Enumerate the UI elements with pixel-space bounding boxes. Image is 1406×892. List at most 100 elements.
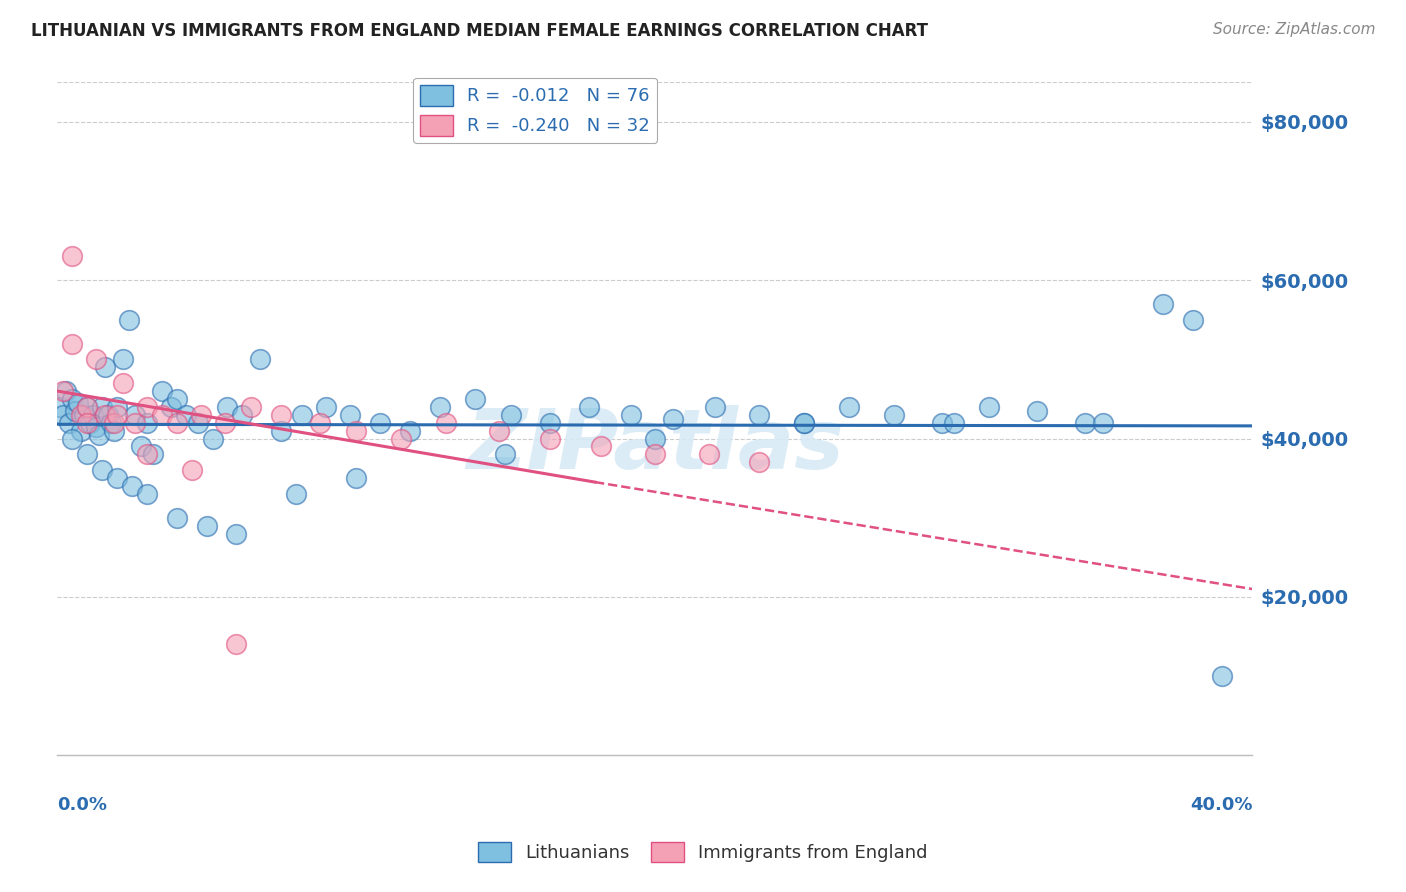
Point: [52, 408, 75, 422]
Point: [270, 408, 292, 422]
Point: [214, 416, 236, 430]
Point: [793, 416, 815, 430]
Point: [748, 408, 770, 422]
Point: [105, 471, 128, 485]
Point: [58, 416, 80, 430]
Point: [142, 447, 165, 461]
Point: [76, 416, 98, 430]
Point: [225, 526, 247, 541]
Point: [180, 463, 202, 477]
Point: [159, 400, 181, 414]
Point: [103, 424, 125, 438]
Point: [429, 400, 451, 414]
Point: [135, 400, 157, 414]
Point: [60, 432, 83, 446]
Point: [84, 352, 107, 367]
Point: [135, 416, 157, 430]
Point: [464, 392, 486, 406]
Point: [91, 400, 114, 414]
Point: [309, 416, 332, 430]
Point: [883, 408, 905, 422]
Point: [118, 312, 141, 326]
Point: [135, 447, 157, 461]
Point: [174, 408, 197, 422]
Point: [589, 440, 612, 454]
Point: [111, 376, 134, 390]
Point: [201, 432, 224, 446]
Point: [100, 416, 122, 430]
Point: [60, 336, 83, 351]
Legend: R =  -0.012   N = 76, R =  -0.240   N = 32: R = -0.012 N = 76, R = -0.240 N = 32: [413, 78, 658, 143]
Point: [368, 416, 391, 430]
Point: [76, 400, 98, 414]
Text: 0.0%: 0.0%: [58, 796, 107, 814]
Point: [190, 408, 212, 422]
Point: [661, 411, 683, 425]
Point: [166, 416, 188, 430]
Point: [84, 419, 107, 434]
Point: [225, 637, 247, 651]
Point: [70, 424, 93, 438]
Point: [124, 416, 146, 430]
Point: [344, 471, 367, 485]
Point: [697, 447, 720, 461]
Text: 40.0%: 40.0%: [1189, 796, 1253, 814]
Point: [67, 396, 90, 410]
Point: [979, 400, 1001, 414]
Point: [73, 408, 96, 422]
Point: [76, 400, 98, 414]
Point: [291, 408, 314, 422]
Point: [166, 510, 188, 524]
Point: [285, 487, 308, 501]
Point: [389, 432, 412, 446]
Point: [79, 416, 101, 430]
Point: [70, 408, 93, 422]
Point: [97, 408, 120, 422]
Point: [434, 416, 457, 430]
Point: [150, 384, 173, 398]
Point: [501, 408, 523, 422]
Point: [217, 400, 239, 414]
Point: [1181, 312, 1204, 326]
Text: ZIPatlas: ZIPatlas: [465, 405, 844, 486]
Point: [339, 408, 361, 422]
Point: [644, 432, 666, 446]
Point: [231, 408, 253, 422]
Point: [578, 400, 600, 414]
Point: [195, 518, 218, 533]
Point: [60, 249, 83, 263]
Point: [748, 455, 770, 469]
Point: [1152, 297, 1174, 311]
Point: [494, 447, 516, 461]
Point: [538, 416, 561, 430]
Point: [55, 384, 77, 398]
Point: [187, 416, 209, 430]
Point: [87, 427, 110, 442]
Point: [103, 416, 125, 430]
Point: [240, 400, 263, 414]
Point: [166, 392, 188, 406]
Point: [270, 424, 292, 438]
Point: [49, 400, 72, 414]
Text: Source: ZipAtlas.com: Source: ZipAtlas.com: [1212, 22, 1375, 37]
Point: [1074, 416, 1097, 430]
Point: [538, 432, 561, 446]
Point: [63, 404, 86, 418]
Point: [121, 479, 143, 493]
Point: [249, 352, 271, 367]
Point: [105, 400, 128, 414]
Point: [129, 440, 152, 454]
Point: [94, 408, 117, 422]
Point: [124, 408, 146, 422]
Point: [703, 400, 725, 414]
Point: [1211, 669, 1233, 683]
Point: [942, 416, 965, 430]
Point: [838, 400, 860, 414]
Point: [82, 408, 104, 422]
Point: [94, 360, 117, 375]
Point: [52, 384, 75, 398]
Point: [91, 463, 114, 477]
Point: [644, 447, 666, 461]
Point: [1091, 416, 1114, 430]
Point: [111, 352, 134, 367]
